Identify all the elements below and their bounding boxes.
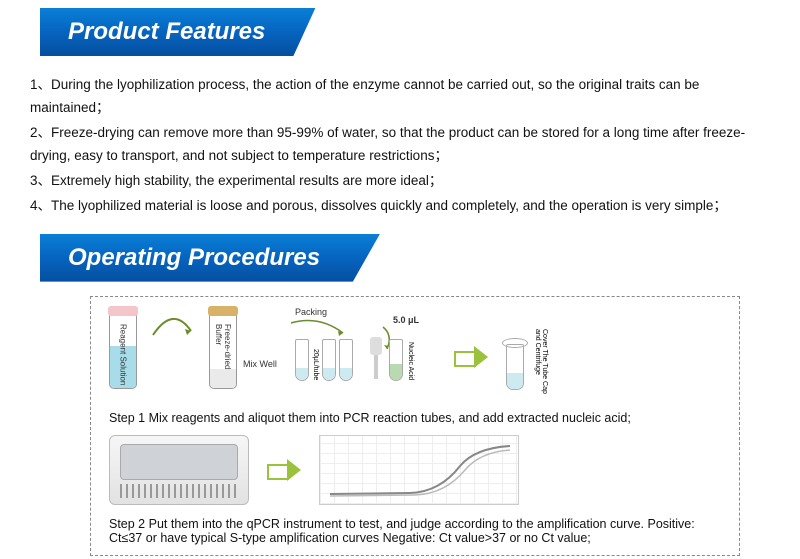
reagent-tube-icon: Reagent Solution xyxy=(109,311,137,389)
procedures-banner: Operating Procedures xyxy=(40,234,380,282)
feature-item: 2、Freeze-drying can remove more than 95-… xyxy=(30,122,770,168)
feature-item: 3、Extremely high stability, the experime… xyxy=(30,170,770,193)
buffer-label: Freeze-dried Buffer xyxy=(214,324,232,388)
nucleic-acid-label: Nucleic Acid xyxy=(407,342,414,380)
volume-label: 20μL/tube xyxy=(312,349,319,380)
buffer-tube-icon: Freeze-dried Buffer xyxy=(209,311,237,389)
pcr-tube-icon xyxy=(322,339,336,381)
mix-well-label: Mix Well xyxy=(243,359,277,369)
amplification-curve-chart xyxy=(319,435,519,505)
arrow-icon xyxy=(151,311,195,339)
features-list: 1、During the lyophilization process, the… xyxy=(0,56,800,234)
diagram-row-1: Reagent Solution Freeze-dried Buffer Mix… xyxy=(109,311,721,399)
arrow-icon xyxy=(267,460,301,480)
pcr-tube-icon xyxy=(295,339,309,381)
procedure-diagram: Reagent Solution Freeze-dried Buffer Mix… xyxy=(90,296,740,556)
pcr-tube-icon xyxy=(339,339,353,381)
reagent-label: Reagent Solution xyxy=(119,324,128,385)
centrifuge-tube-icon xyxy=(502,338,528,390)
arrow-icon xyxy=(454,347,488,367)
qpcr-instrument-icon xyxy=(109,435,249,505)
feature-item: 1、During the lyophilization process, the… xyxy=(30,74,770,120)
packing-label: Packing xyxy=(295,307,327,317)
cover-centrifuge-label: Cover The Tube Cap and Centrifuge xyxy=(534,329,548,399)
nucleic-tube-icon xyxy=(389,339,403,381)
feature-item: 4、The lyophilized material is loose and … xyxy=(30,195,770,218)
nucleic-volume-label: 5.0 μL xyxy=(393,315,419,325)
step1-text: Step 1 Mix reagents and aliquot them int… xyxy=(109,411,721,425)
diagram-row-2 xyxy=(109,435,721,505)
features-banner: Product Features xyxy=(40,8,315,56)
step2-text: Step 2 Put them into the qPCR instrument… xyxy=(109,517,721,545)
arrow-icon xyxy=(289,319,349,339)
